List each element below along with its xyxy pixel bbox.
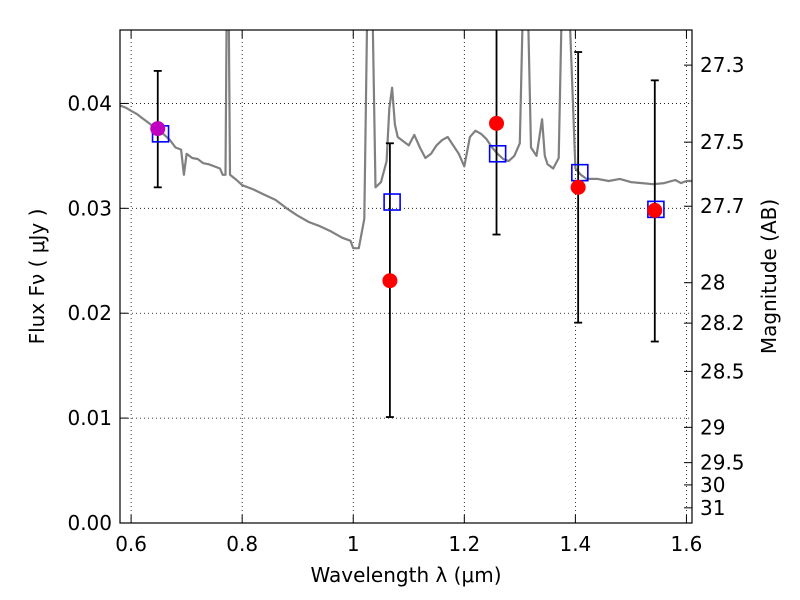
y2-tick-label: 27.3	[700, 53, 745, 77]
x-tick-label: 0.6	[115, 532, 147, 556]
x-tick-label: 0.8	[226, 532, 258, 556]
y2-tick-label: 28.2	[700, 311, 745, 335]
observed-point	[570, 179, 586, 195]
y2-tick-label: 28.5	[700, 359, 745, 383]
model-point	[488, 144, 507, 163]
plot-frame	[119, 29, 693, 524]
observed-point	[382, 273, 398, 289]
model-point	[383, 193, 401, 211]
observed-point	[647, 202, 663, 218]
x-tick-label: 1.4	[559, 532, 591, 556]
y-tick-label: 0.00	[67, 511, 112, 535]
model-spectrum	[120, 30, 692, 250]
y2-tick-label: 31	[700, 496, 725, 520]
y-axis-label: Flux Fν ( μJy )	[25, 209, 49, 345]
x-tick-label: 1.2	[448, 532, 480, 556]
y2-axis-label: Magnitude (AB)	[757, 199, 781, 354]
y-tick-label: 0.03	[67, 196, 112, 220]
y2-tick-label: 27.5	[700, 130, 745, 154]
axis-ticks: 0.6 0.8 1 1.2 1.4 1.6 0.00 0.01 0.02 0.03 0.04 27.3…	[67, 30, 745, 556]
x-tick-label: 1	[347, 532, 360, 556]
observed-point	[150, 121, 166, 137]
spectrum-line	[120, 30, 692, 250]
y-tick-label: 0.04	[67, 91, 112, 115]
x-tick-label: 1.6	[671, 532, 703, 556]
y2-tick-label: 30	[700, 473, 725, 497]
y2-tick-label: 29.5	[700, 451, 745, 475]
observed-point	[489, 115, 505, 131]
x-axis-label: Wavelength λ (μm)	[310, 563, 501, 587]
y-tick-label: 0.01	[67, 406, 112, 430]
y-tick-label: 0.02	[67, 301, 112, 325]
observed-points	[150, 115, 663, 289]
y2-tick-label: 29	[700, 415, 725, 439]
y2-tick-label: 27.7	[700, 194, 745, 218]
y2-tick-label: 28	[700, 271, 725, 295]
